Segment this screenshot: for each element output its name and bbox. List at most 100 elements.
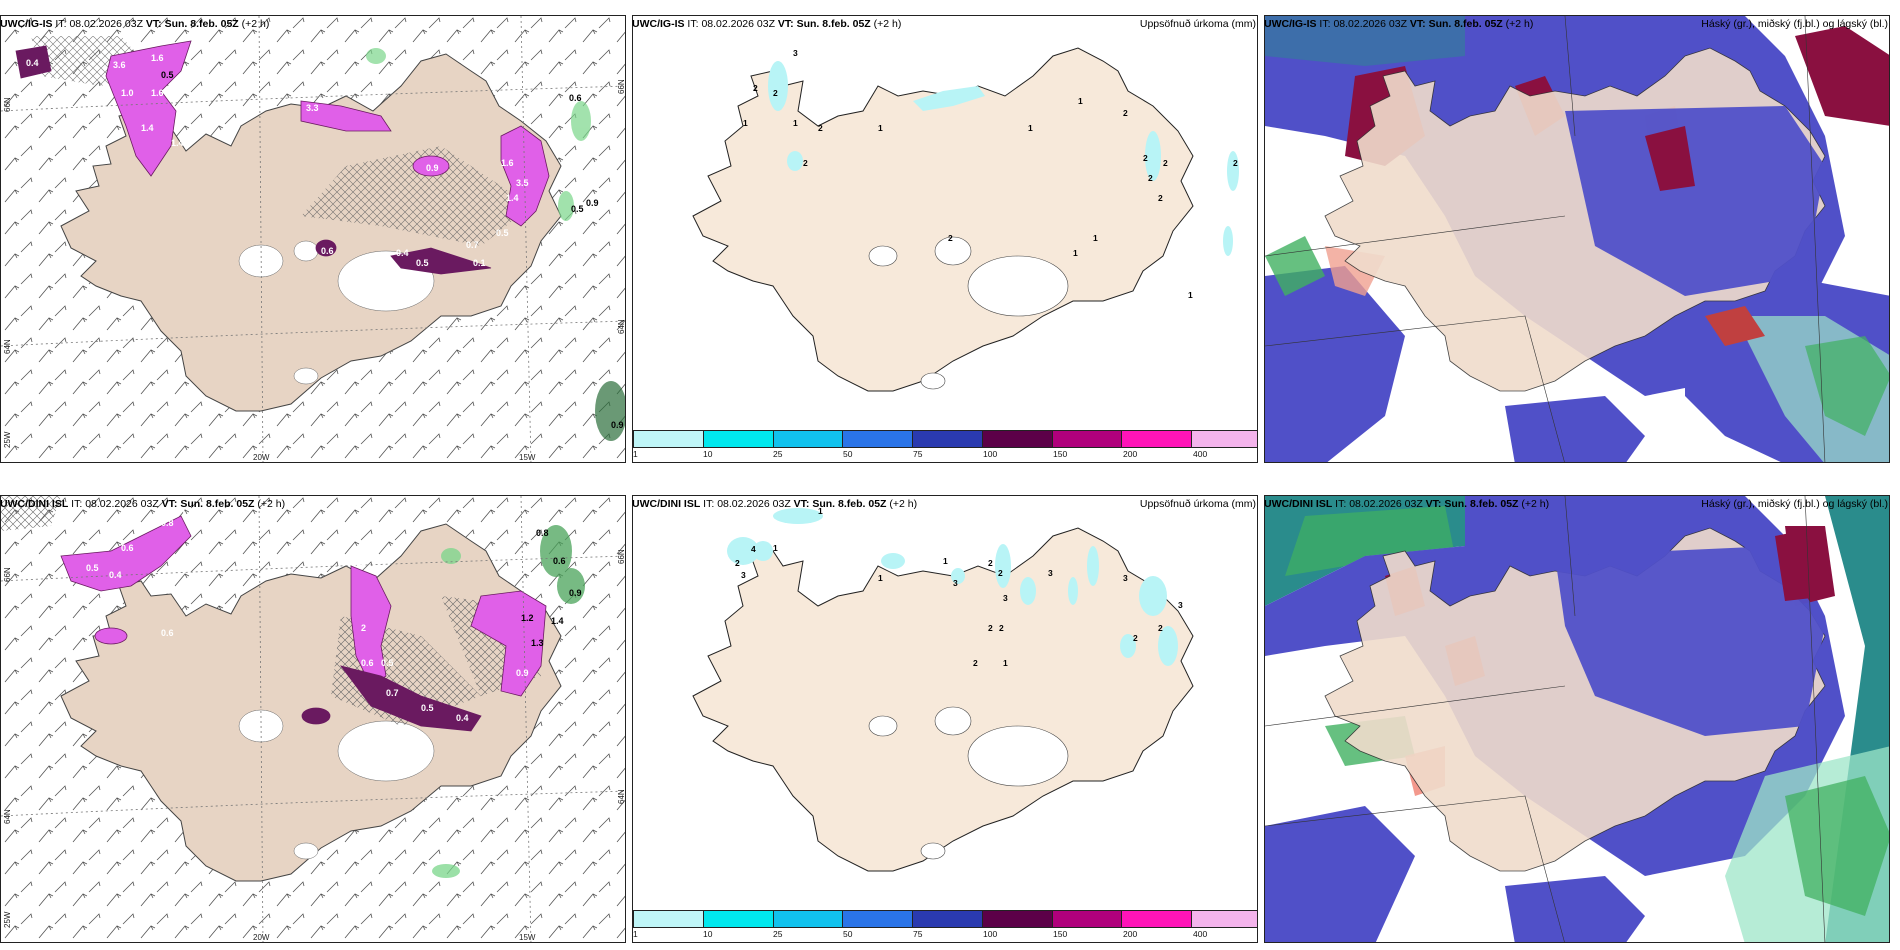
- p4-label: 1.5: [351, 558, 364, 568]
- colorbar-swatch: [634, 911, 704, 927]
- panel-5-accum-precip-map: 1 4 2 3 1 1 1 3 2 2 3 3 2 2 2 1 2 3 3 2: [632, 495, 1258, 943]
- panel-2-accum-precip-map: 3 2 2 1 1 2 2 1 1 1 2 2 2 2 2 1 1 2 1 2: [632, 15, 1258, 463]
- p1-label: 0.1: [473, 258, 486, 268]
- precip-value-labels: 0.4 3.6 1.6 3.3 1.4 0.5 1.0 1.6 1.4 1.6 …: [26, 53, 624, 430]
- model-name: UWC/DINI ISL: [632, 498, 701, 510]
- p2-label: 1: [1073, 248, 1078, 258]
- lat-label: 64N: [3, 809, 12, 824]
- p1-label: 0.4: [396, 248, 409, 258]
- lon-label: 20W: [253, 453, 270, 462]
- colorbar-tick: 100: [983, 449, 998, 459]
- colorbar-swatch: [1122, 911, 1193, 927]
- lead-time: (+2 h): [889, 498, 918, 510]
- colorbar-swatch: [773, 911, 844, 927]
- p2-label: 2: [1163, 158, 1168, 168]
- lon-label: 25W: [3, 431, 12, 448]
- vt-value: Sun. 8.feb. 05Z: [1428, 18, 1503, 30]
- colorbar-tick: 100: [983, 929, 998, 939]
- map-svg: 0.4 3.6 1.6 3.3 1.4 0.5 1.0 1.6 1.4 1.6 …: [1, 16, 625, 462]
- vt-label: VT:: [145, 18, 162, 30]
- vt-value: Sun. 8.feb. 05Z: [812, 498, 887, 510]
- p1-label: 1.6: [151, 53, 164, 63]
- colorbar-tick: 200: [1123, 929, 1138, 939]
- p2-label: 2: [753, 83, 758, 93]
- p1-label: 1.0: [121, 88, 134, 98]
- map-svg: 1 4 2 3 1 1 1 3 2 2 3 3 2 2 2 1 2 3 3 2: [692, 506, 1194, 872]
- map-svg: 1.0 0.8 0.6 0.5 0.4 0.6 1.5 2 0.5 0.6 0.…: [1, 496, 625, 942]
- it-label: IT:: [55, 18, 67, 30]
- p4-label: 2: [361, 623, 366, 633]
- colorbar-swatch: [703, 431, 774, 447]
- model-name: UWC/IG-IS: [632, 18, 685, 30]
- lead-time: (+2 h): [873, 18, 902, 30]
- panel-4-header: UWC/DINI ISL IT: 08.02.2026 03Z VT: Sun.…: [0, 495, 626, 513]
- map-svg: 3 2 2 1 1 2 2 1 1 1 2 2 2 2 2 1 1 2 1 2: [692, 47, 1239, 392]
- model-name: UWC/IG-IS: [1264, 18, 1317, 30]
- p2-label: 2: [803, 158, 808, 168]
- p1-label: 0.4: [26, 58, 39, 68]
- colorbar-swatch: [843, 431, 914, 447]
- p2-label: 1: [743, 118, 748, 128]
- p1-label: 0.5: [416, 258, 429, 268]
- lon-label: 15W: [519, 933, 536, 942]
- model-name: UWC/DINI ISL: [0, 498, 69, 510]
- it-value: 08.02.2026 03Z: [85, 498, 159, 510]
- colorbar-tick: 10: [703, 929, 713, 939]
- p1-label: 0.5: [161, 70, 174, 80]
- precip-purple: [15, 40, 550, 275]
- colorbar-tick: 50: [843, 929, 853, 939]
- vt-label: VT:: [777, 18, 794, 30]
- colorbar-swatch: [913, 431, 983, 447]
- colorbar-swatch: [1192, 911, 1257, 927]
- p4-label: 0.5: [421, 703, 434, 713]
- p4-label: 0.6: [161, 628, 174, 638]
- p5-label: 2: [735, 558, 740, 568]
- panel-1-header: UWC/IG-IS IT: 08.02.2026 03Z VT: Sun. 8.…: [0, 15, 626, 33]
- p5-label: 1: [943, 556, 948, 566]
- vt-label: VT:: [793, 498, 810, 510]
- precip-cyan: [727, 508, 1178, 666]
- p2-label: 2: [818, 123, 823, 133]
- it-value: 08.02.2026 03Z: [69, 18, 143, 30]
- lat-label-right: 64N: [617, 319, 626, 334]
- colorbar-tick: 50: [843, 449, 853, 459]
- colorbar-swatch: [982, 431, 1053, 447]
- colorbar-ticks: 1 10 25 50 75 100 150 200 400: [633, 449, 1257, 461]
- vt-value: Sun. 8.feb. 05Z: [796, 18, 871, 30]
- it-label: IT:: [1335, 498, 1347, 510]
- it-label: IT:: [1319, 18, 1331, 30]
- p4-label: 0.7: [386, 688, 399, 698]
- precip-value-labels: 1 4 2 3 1 1 1 3 2 2 3 3 2 2 2 1 2 3 3 2: [735, 506, 1183, 668]
- colorbar-swatch: [1052, 911, 1123, 927]
- p5-label: 2: [1133, 633, 1138, 643]
- lat-label-right: 64N: [617, 789, 626, 804]
- panel-title: Uppsöfnuð úrkoma (mm): [1139, 18, 1256, 30]
- panel-title: Uppsöfnuð úrkoma (mm): [1139, 498, 1256, 510]
- p1-label: 1.4: [171, 138, 184, 148]
- lon-label: 20W: [253, 933, 270, 942]
- colorbar-swatch: [982, 911, 1053, 927]
- colorbar-tick: 150: [1053, 449, 1068, 459]
- p1-label: 0.7: [466, 240, 479, 250]
- vt-label: VT:: [161, 498, 178, 510]
- vt-value: Sun. 8.feb. 05Z: [1444, 498, 1519, 510]
- panel-1-wind-precip-map: 0.4 3.6 1.6 3.3 1.4 0.5 1.0 1.6 1.4 1.6 …: [0, 15, 626, 463]
- p4-label: 1.4: [551, 616, 564, 626]
- p2-label: 3: [793, 48, 798, 58]
- p4-label: 1.0: [181, 508, 194, 518]
- lat-label: 66N: [3, 567, 12, 582]
- p5-label: 2: [988, 558, 993, 568]
- colorbar-tick: 150: [1053, 929, 1068, 939]
- p5-label: 3: [1178, 600, 1183, 610]
- p4-label: 0.6: [121, 543, 134, 553]
- panel-3-cloud-map: [1264, 15, 1890, 463]
- p4-label: 0.4: [456, 713, 469, 723]
- it-value: 08.02.2026 03Z: [717, 498, 791, 510]
- p2-label: 1: [878, 123, 883, 133]
- panel-title: Háský (gr.), miðský (fj.bl.) og lágský (…: [1701, 498, 1888, 510]
- p5-label: 3: [741, 570, 746, 580]
- p5-label: 1: [818, 506, 823, 516]
- colorbar: [633, 910, 1257, 928]
- p2-label: 1: [793, 118, 798, 128]
- lon-label: 15W: [519, 453, 536, 462]
